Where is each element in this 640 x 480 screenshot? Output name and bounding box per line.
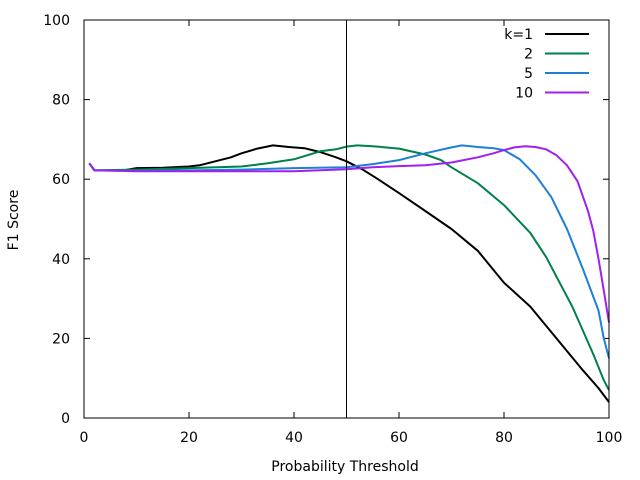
y-tick-label: 60 [52, 172, 70, 188]
x-tick-label: 20 [180, 430, 198, 446]
y-tick-label: 0 [61, 411, 70, 427]
series-line [88, 145, 610, 323]
y-tick-label: 20 [52, 331, 70, 347]
x-tick-label: 60 [390, 430, 408, 446]
legend: k=1 2 5 10 [504, 27, 589, 102]
series-line [88, 144, 610, 403]
series-line [88, 144, 610, 391]
x-tick-label: 40 [285, 430, 303, 446]
series-line [88, 144, 610, 359]
series-lines [88, 144, 610, 403]
y-tick-label: 100 [43, 13, 70, 29]
legend-label: 2 [524, 47, 533, 63]
x-tick-label: 100 [596, 430, 623, 446]
x-tick-label: 80 [495, 430, 513, 446]
x-tick-label: 0 [80, 430, 89, 446]
axis-ticks: 0 20 40 60 80 100 0 20 40 60 80 100 [43, 13, 622, 446]
y-tick-label: 40 [52, 252, 70, 268]
legend-label: 5 [524, 66, 533, 82]
legend-label: k=1 [504, 27, 533, 43]
legend-label: 10 [515, 86, 533, 102]
x-axis-label: Probability Threshold [271, 459, 418, 475]
y-tick-label: 80 [52, 93, 70, 109]
y-axis-label: F1 Score [6, 190, 22, 251]
